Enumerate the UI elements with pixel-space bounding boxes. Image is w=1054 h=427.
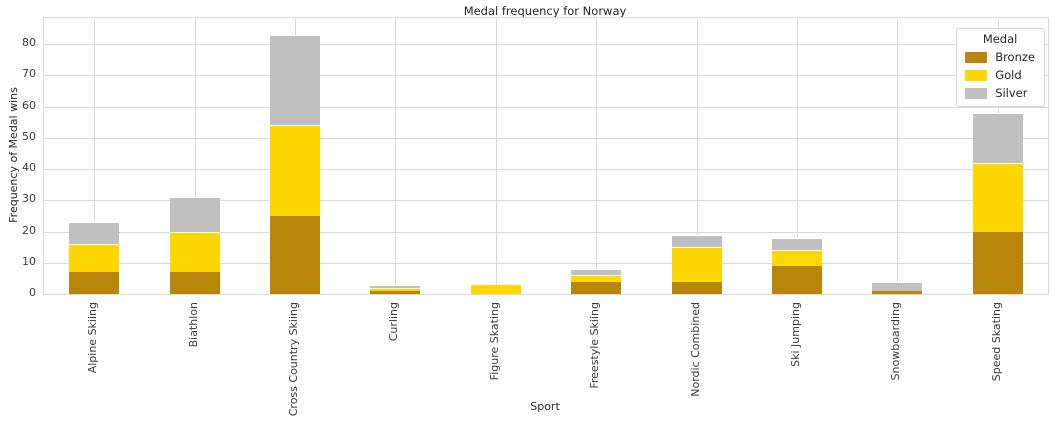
- legend: Medal Bronze Gold Silver: [956, 28, 1045, 107]
- bronze-swatch-icon: [965, 51, 988, 63]
- gridline-vertical: [797, 18, 798, 294]
- ytick-label: 20: [22, 223, 36, 237]
- legend-entry-bronze: Bronze: [965, 50, 1035, 64]
- xtick-label: Speed Skating: [989, 302, 1003, 382]
- xtick-label: Figure Skating: [487, 302, 501, 381]
- gridline-horizontal: [44, 262, 1048, 264]
- xtick-label: Biathlon: [186, 302, 200, 348]
- bar-segment-silver: [671, 234, 722, 248]
- legend-title: Medal: [982, 32, 1018, 46]
- gridline-horizontal: [44, 169, 1048, 171]
- x-axis-label: Sport: [530, 400, 560, 413]
- ytick-label: 40: [22, 161, 36, 175]
- xtick-label: Nordic Combined: [688, 302, 702, 397]
- bar-segment-silver: [772, 237, 822, 251]
- bar-segment-bronze: [671, 281, 722, 294]
- legend-label-silver: Silver: [995, 86, 1028, 100]
- bar-segment-gold: [772, 250, 822, 266]
- bar-segment-silver: [571, 269, 622, 276]
- bar-segment-bronze: [972, 231, 1023, 294]
- bar-segment-silver: [69, 222, 120, 245]
- bar-segment-gold: [69, 244, 120, 273]
- chart-title: Medal frequency for Norway: [463, 4, 627, 18]
- xtick-label: Freestyle Skiing: [588, 302, 602, 389]
- bar-segment-silver: [872, 281, 923, 291]
- bar-segment-gold: [270, 125, 320, 216]
- xtick-label: Cross Country Skiing: [287, 302, 300, 417]
- ytick-label: 50: [22, 129, 36, 143]
- xtick-label: Alpine Skiing: [86, 302, 100, 374]
- bar-segment-bronze: [370, 290, 421, 294]
- gridline-vertical: [495, 18, 497, 294]
- gridline-horizontal: [44, 44, 1048, 46]
- bar-segment-gold: [571, 275, 622, 282]
- gridline-horizontal: [44, 137, 1048, 139]
- gridline-vertical: [696, 18, 698, 294]
- silver-swatch-icon: [965, 87, 988, 99]
- bar-segment-silver: [972, 112, 1023, 163]
- legend-entry-silver: Silver: [965, 86, 1035, 100]
- ytick-label: 80: [22, 36, 36, 50]
- bar-segment-silver: [370, 284, 421, 288]
- ytick-label: 70: [22, 67, 36, 81]
- legend-entry-gold: Gold: [965, 68, 1035, 82]
- xtick-label: Ski Jumping: [789, 302, 802, 367]
- bar-segment-gold: [671, 247, 722, 282]
- plot-area: Medal Bronze Gold Silver: [43, 17, 1049, 295]
- bar-segment-silver: [270, 34, 320, 126]
- gridline-horizontal: [44, 200, 1048, 202]
- xtick-label: Curling: [387, 302, 401, 342]
- ytick-label: 10: [22, 254, 36, 268]
- gridline-vertical: [194, 18, 196, 294]
- gridline-horizontal: [44, 106, 1048, 108]
- gridline-vertical: [94, 18, 96, 294]
- xtick-label: Snowboarding: [889, 302, 903, 381]
- legend-label-gold: Gold: [995, 68, 1022, 82]
- bar-segment-gold: [972, 162, 1023, 232]
- gold-swatch-icon: [965, 69, 988, 81]
- bar-segment-bronze: [270, 215, 320, 294]
- gridline-vertical: [596, 18, 598, 294]
- bar-segment-gold: [169, 231, 220, 273]
- gridline-vertical: [395, 18, 397, 294]
- gridline-horizontal: [44, 231, 1048, 233]
- bar-segment-silver: [169, 197, 220, 232]
- gridline-vertical: [897, 18, 899, 294]
- ytick-label: 0: [29, 286, 36, 299]
- legend-label-bronze: Bronze: [995, 50, 1035, 64]
- bar-segment-bronze: [69, 272, 120, 294]
- bar-segment-bronze: [772, 265, 822, 294]
- bar-segment-bronze: [872, 290, 923, 294]
- bar-segment-bronze: [169, 272, 220, 294]
- bar-segment-gold: [370, 287, 421, 291]
- bar-segment-gold: [470, 284, 521, 294]
- ytick-label: 30: [22, 192, 36, 206]
- bar-segment-bronze: [571, 281, 622, 294]
- ytick-label: 60: [22, 98, 36, 112]
- gridline-horizontal: [44, 75, 1048, 77]
